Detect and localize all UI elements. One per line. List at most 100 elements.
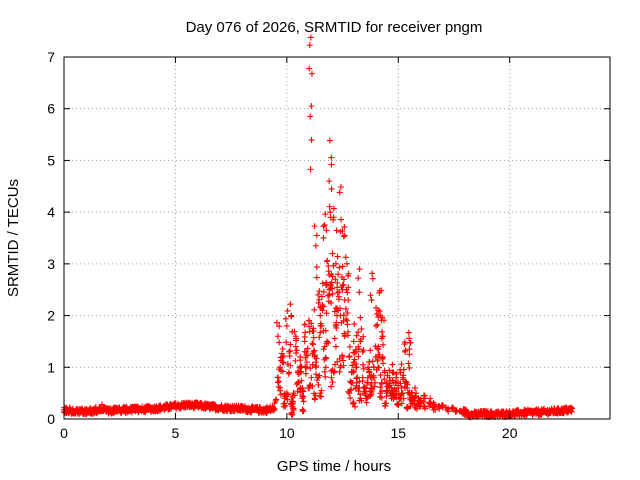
data-point bbox=[320, 234, 327, 241]
data-point bbox=[322, 211, 329, 218]
data-point bbox=[357, 338, 364, 345]
data-point bbox=[376, 364, 383, 371]
data-point bbox=[315, 291, 322, 298]
data-point bbox=[374, 345, 381, 352]
data-point bbox=[318, 387, 325, 394]
data-point bbox=[287, 362, 294, 369]
data-point bbox=[392, 379, 399, 386]
data-point bbox=[123, 405, 130, 412]
data-point bbox=[328, 374, 335, 381]
data-point bbox=[308, 103, 315, 110]
data-point bbox=[405, 360, 412, 367]
data-point bbox=[363, 399, 370, 406]
data-point bbox=[378, 380, 385, 387]
data-point bbox=[564, 406, 571, 413]
data-point bbox=[398, 361, 405, 368]
data-point bbox=[352, 360, 359, 367]
x-tick-label: 5 bbox=[172, 425, 180, 441]
data-point bbox=[326, 137, 333, 144]
data-point bbox=[334, 279, 341, 286]
data-point bbox=[110, 406, 117, 413]
data-point bbox=[332, 260, 339, 267]
data-point bbox=[321, 222, 328, 229]
data-point bbox=[316, 296, 323, 303]
data-point bbox=[328, 383, 335, 390]
data-point bbox=[406, 364, 413, 371]
data-point bbox=[303, 348, 310, 355]
data-point bbox=[335, 271, 342, 278]
data-point bbox=[279, 345, 286, 352]
data-point bbox=[289, 400, 296, 407]
data-point bbox=[221, 404, 228, 411]
data-point bbox=[379, 333, 386, 340]
data-point bbox=[320, 346, 327, 353]
data-point bbox=[380, 341, 387, 348]
data-point bbox=[450, 404, 457, 411]
data-point bbox=[378, 328, 385, 335]
data-point bbox=[299, 392, 306, 399]
data-point bbox=[234, 406, 241, 413]
data-point bbox=[394, 401, 401, 408]
data-point bbox=[324, 257, 331, 264]
x-tick-label: 20 bbox=[502, 425, 518, 441]
data-point bbox=[308, 136, 315, 143]
data-point bbox=[560, 408, 567, 415]
data-point bbox=[287, 341, 294, 348]
data-point bbox=[378, 394, 385, 401]
data-point bbox=[307, 113, 314, 120]
data-point bbox=[309, 340, 316, 347]
y-tick-label: 5 bbox=[47, 152, 55, 168]
data-point bbox=[282, 315, 289, 322]
data-point bbox=[323, 282, 330, 289]
data-point bbox=[312, 242, 319, 249]
data-point bbox=[313, 362, 320, 369]
data-point bbox=[276, 366, 283, 373]
y-axis-title: SRMTID / TECUs bbox=[5, 179, 22, 297]
data-point bbox=[406, 351, 413, 358]
data-point bbox=[456, 408, 463, 415]
data-point bbox=[326, 178, 333, 185]
data-point bbox=[277, 387, 284, 394]
data-point bbox=[360, 347, 367, 354]
data-point bbox=[321, 368, 328, 375]
data-point bbox=[132, 408, 139, 415]
data-point bbox=[375, 307, 382, 314]
data-point bbox=[502, 410, 509, 417]
data-point bbox=[317, 329, 324, 336]
data-point bbox=[515, 408, 522, 415]
data-point bbox=[304, 345, 311, 352]
data-point bbox=[308, 374, 315, 381]
data-point bbox=[326, 291, 333, 298]
data-point bbox=[310, 341, 317, 348]
data-point bbox=[283, 322, 290, 329]
data-point bbox=[332, 276, 339, 283]
data-point bbox=[348, 386, 355, 393]
data-point bbox=[239, 405, 246, 412]
data-point bbox=[471, 411, 478, 418]
data-point bbox=[167, 404, 174, 411]
data-point bbox=[320, 288, 327, 295]
data-point bbox=[340, 233, 347, 240]
data-point bbox=[301, 333, 308, 340]
data-point bbox=[325, 292, 332, 299]
data-point bbox=[358, 397, 365, 404]
data-point bbox=[376, 289, 383, 296]
data-point bbox=[311, 353, 318, 360]
data-point bbox=[248, 407, 255, 414]
data-point bbox=[350, 369, 357, 376]
data-point bbox=[378, 317, 385, 324]
y-tick-label: 2 bbox=[47, 308, 55, 324]
data-point bbox=[344, 310, 351, 317]
data-point bbox=[475, 413, 482, 420]
data-point bbox=[308, 320, 315, 327]
data-point bbox=[293, 337, 300, 344]
data-point bbox=[141, 407, 148, 414]
data-point bbox=[339, 228, 346, 235]
data-point bbox=[276, 339, 283, 346]
data-point bbox=[136, 405, 143, 412]
data-point bbox=[369, 270, 376, 277]
data-point bbox=[329, 290, 336, 297]
data-point bbox=[284, 307, 291, 314]
data-point bbox=[320, 223, 327, 230]
data-point bbox=[336, 305, 343, 312]
